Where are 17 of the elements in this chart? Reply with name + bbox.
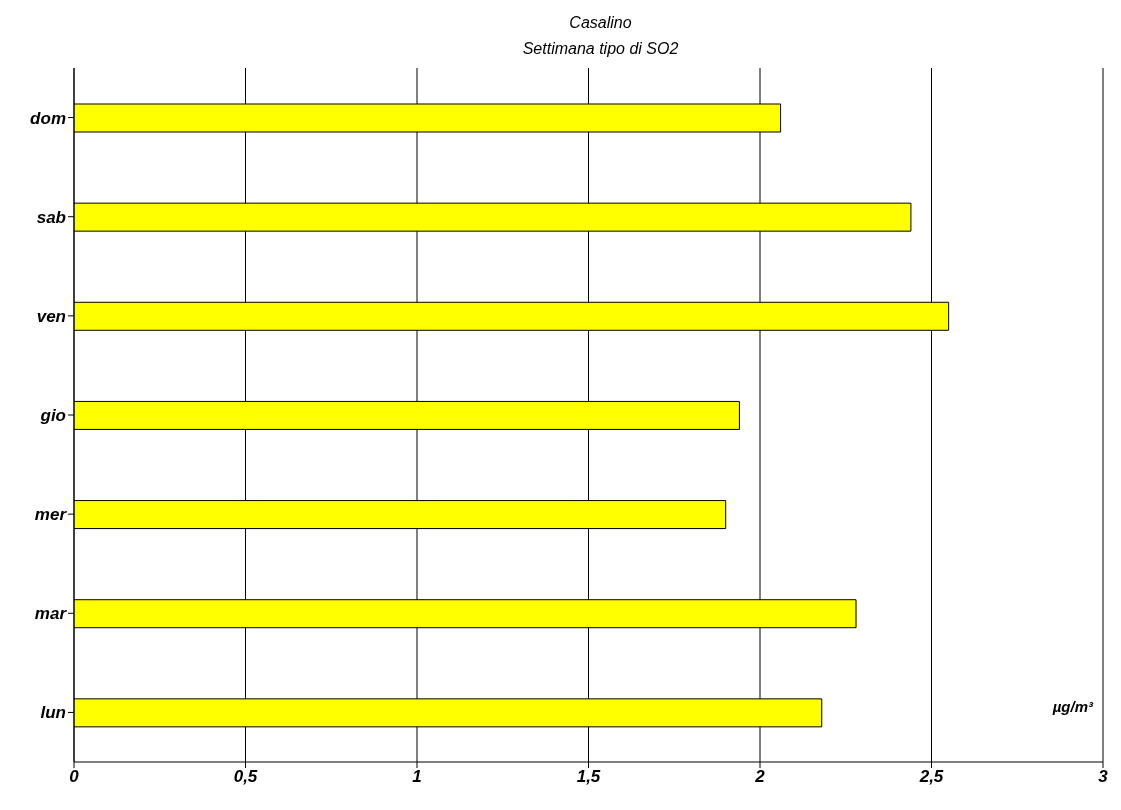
annotation: µg/m³: [1052, 698, 1093, 715]
x-tick-label: 2,5: [918, 767, 944, 787]
y-tick-label: gio: [39, 406, 66, 426]
y-tick-label: lun: [40, 703, 66, 723]
y-tick-label: sab: [36, 207, 66, 227]
x-tick-label: 3: [1098, 767, 1109, 787]
y-tick-label: mer: [34, 505, 68, 525]
x-tick-label: 1,5: [576, 767, 601, 787]
y-tick-label: dom: [30, 108, 66, 128]
x-tick-label: 0,5: [233, 767, 258, 787]
x-tick-label: 1: [412, 767, 422, 787]
x-tick-label: 2: [754, 767, 766, 787]
chart-subtitle: Settimana tipo di SO2: [521, 39, 680, 59]
x-tick-label: 0: [69, 767, 80, 787]
chart-title: Casalino: [568, 13, 633, 33]
y-tick-label: mar: [34, 604, 68, 624]
y-tick-label: ven: [36, 306, 66, 326]
